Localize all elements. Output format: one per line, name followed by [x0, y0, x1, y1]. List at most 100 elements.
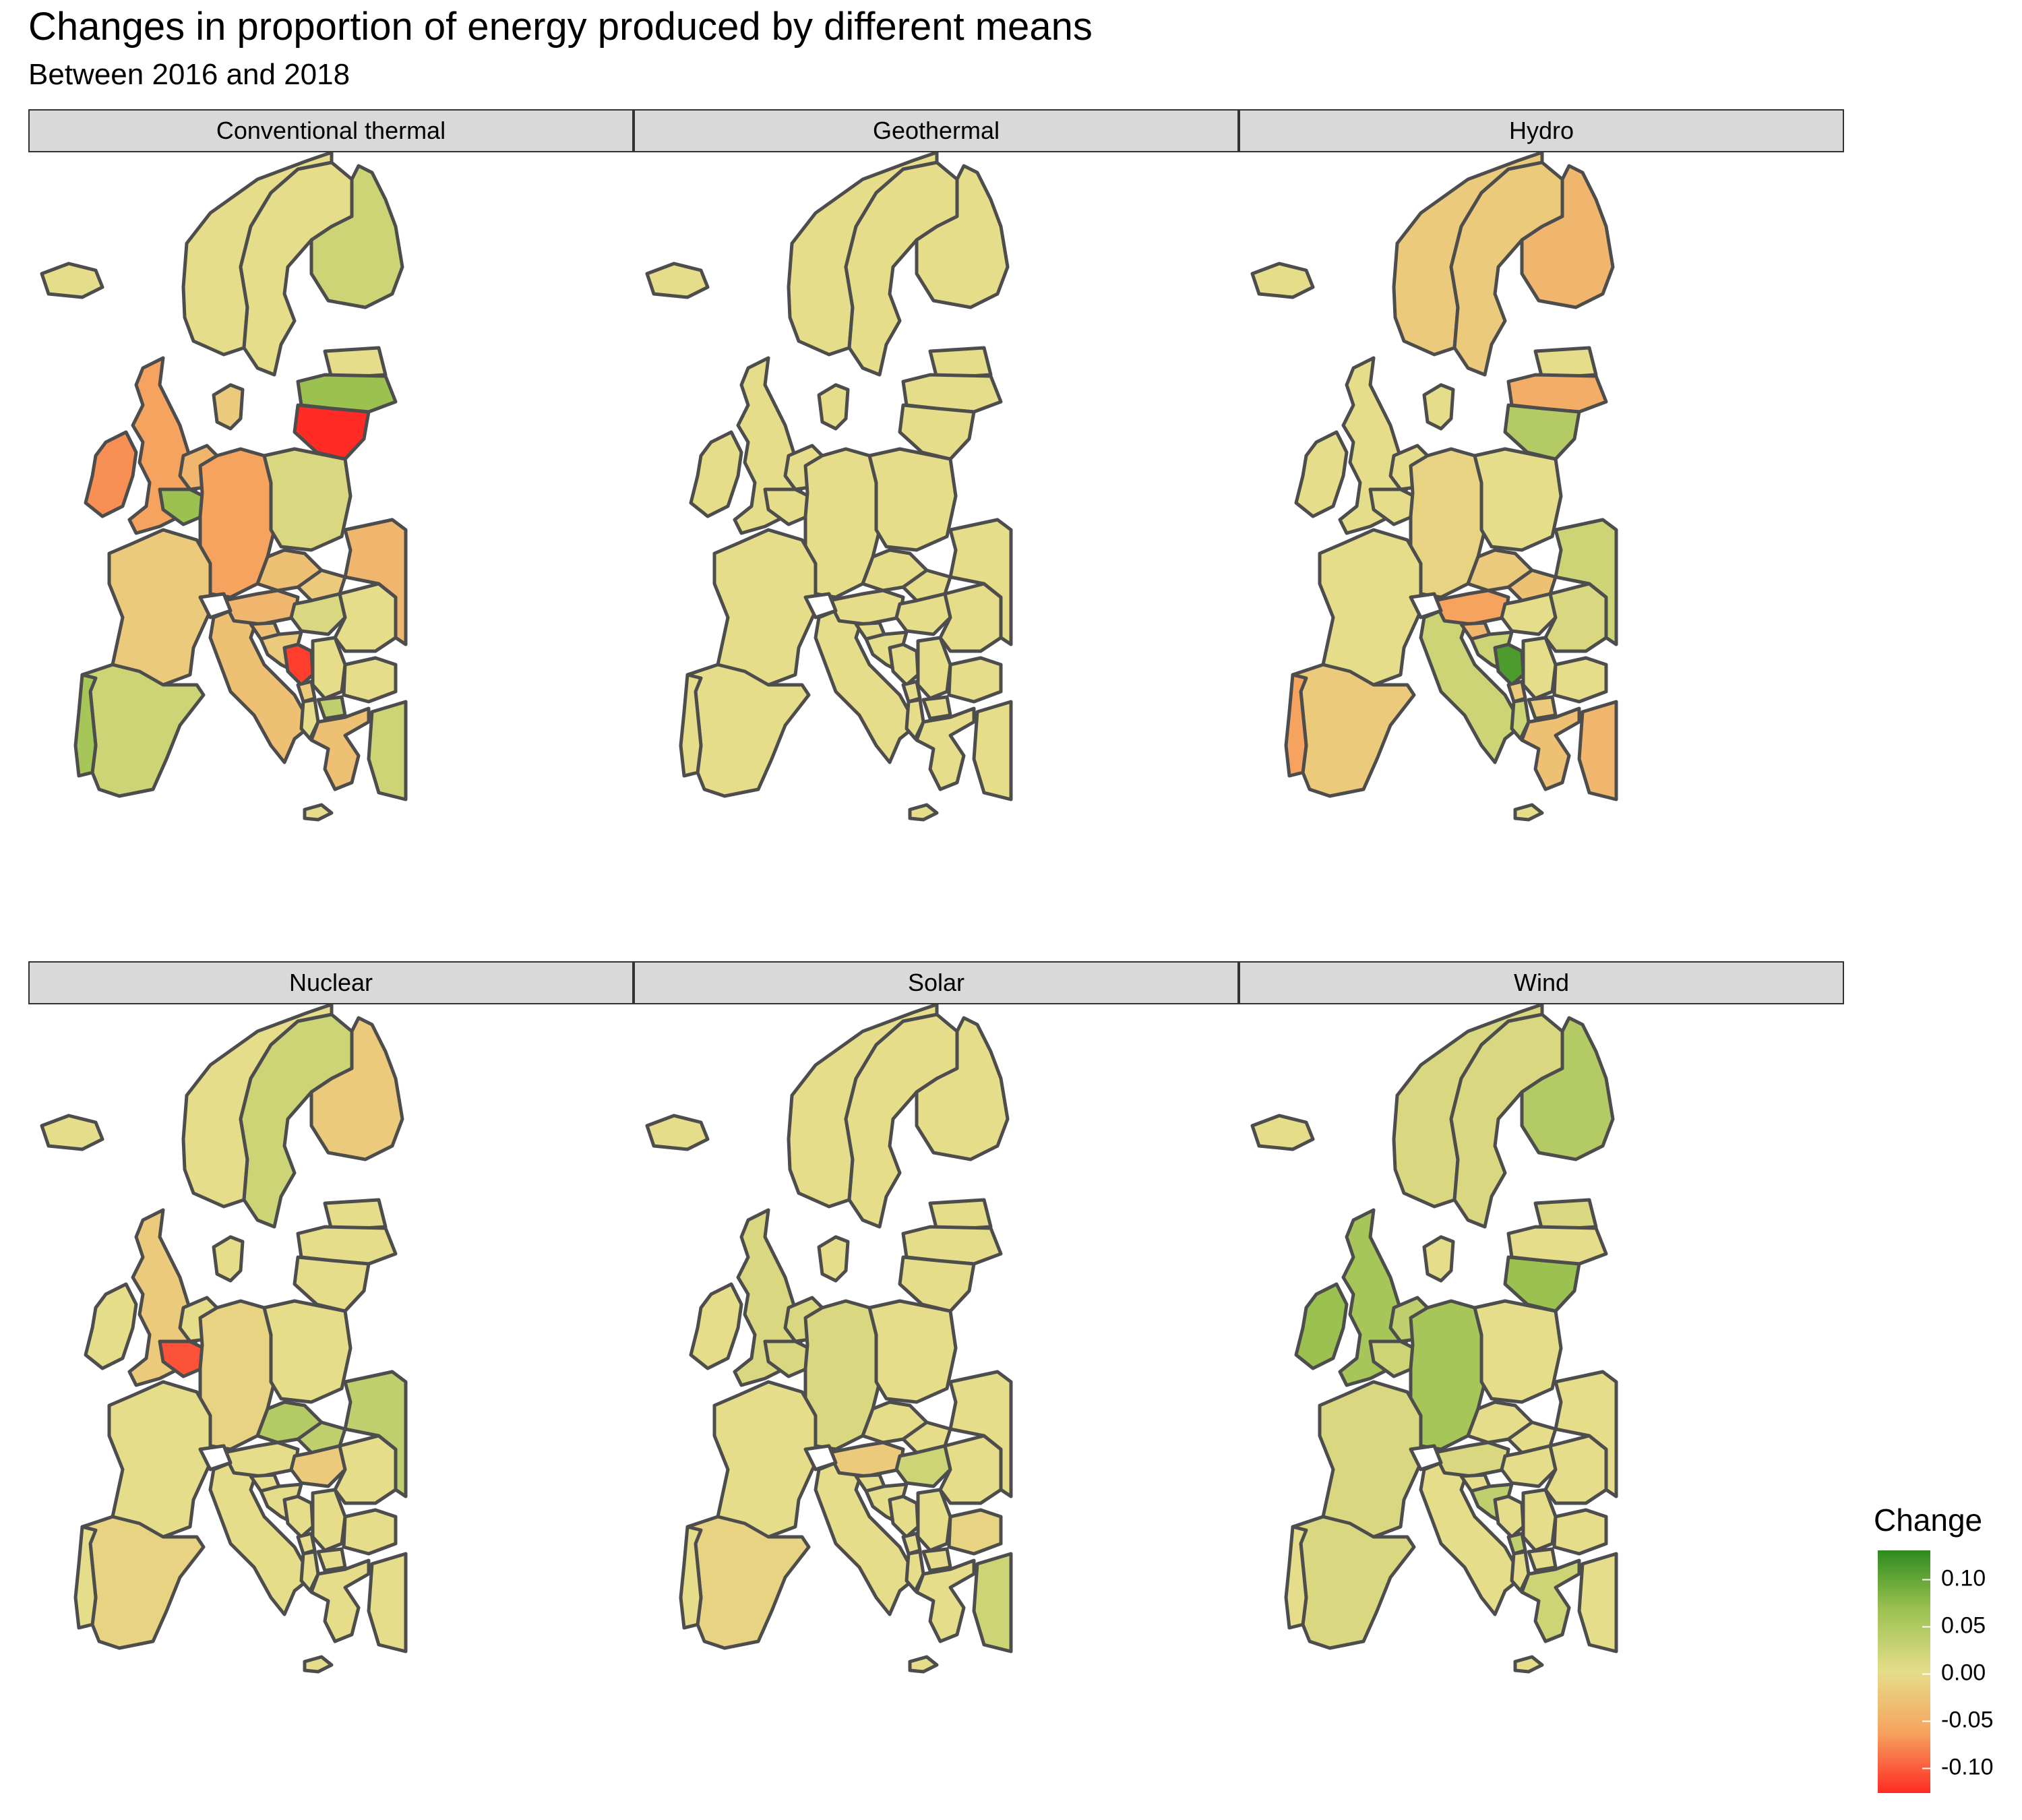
legend-colorbar: [1878, 1550, 1930, 1793]
country-gr: [309, 706, 371, 791]
country-ie: [84, 430, 138, 518]
country-bg: [947, 656, 1003, 704]
legend-tick-label: 0.10: [1922, 1565, 1986, 1591]
country-mk: [921, 1547, 952, 1573]
country-es: [685, 663, 811, 798]
country-sk: [1506, 1420, 1558, 1455]
country-fi: [1520, 1016, 1615, 1161]
country-bg: [1552, 656, 1608, 704]
country-mk: [316, 695, 347, 721]
country-ba: [282, 642, 315, 687]
country-hu: [289, 592, 347, 636]
country-gr: [1520, 1558, 1581, 1643]
country-ba: [888, 1494, 920, 1539]
country-sk: [296, 568, 347, 603]
country-es: [685, 1515, 811, 1650]
country-ie: [84, 1282, 138, 1370]
country-gr: [309, 1558, 371, 1643]
country-ba: [282, 1494, 315, 1539]
country-mk: [1527, 1547, 1558, 1573]
country-es: [1291, 1515, 1416, 1650]
country-es: [80, 1515, 206, 1650]
country-fi: [915, 164, 1010, 309]
country-ro: [938, 582, 1003, 653]
country-pl: [1473, 447, 1563, 552]
country-pl: [867, 1299, 958, 1404]
country-ua: [948, 1370, 1013, 1498]
facet-strip-label: Wind: [1239, 961, 1844, 1004]
country-pt: [73, 673, 98, 778]
country-ua: [343, 1370, 408, 1498]
europe-map: [645, 1004, 1013, 1674]
country-ie: [1294, 430, 1349, 518]
country-ch-no-data: [1409, 592, 1443, 619]
country-pl: [262, 1299, 353, 1404]
country-ro: [938, 1434, 1003, 1505]
country-hu: [289, 1444, 347, 1488]
europe-map: [645, 152, 1013, 822]
country-mk: [316, 1547, 347, 1573]
country-is: [40, 1114, 104, 1151]
country-tr: [367, 700, 408, 801]
color-legend: Change 0.10 0.05 0.00 -0.05 -0.10: [1874, 1502, 1994, 1793]
country-is: [1250, 1114, 1315, 1151]
country-dk: [817, 1235, 850, 1283]
europe-map: [1250, 1004, 1618, 1674]
country-sk: [1506, 568, 1558, 603]
country-tr: [1577, 1552, 1618, 1654]
country-pt: [679, 673, 703, 778]
chart-subtitle: Between 2016 and 2018: [28, 58, 350, 91]
country-fr: [1318, 528, 1423, 687]
country-ba: [888, 642, 920, 687]
country-fr: [712, 528, 818, 687]
country-ie: [689, 430, 743, 518]
country-lt: [293, 1255, 371, 1313]
country-dk: [1422, 383, 1455, 431]
country-fi: [309, 1016, 404, 1161]
country-mk: [921, 695, 952, 721]
facet-strip-label: Hydro: [1239, 109, 1844, 152]
country-dk: [212, 1235, 245, 1283]
europe-map: [40, 152, 408, 822]
country-ua: [948, 518, 1013, 646]
country-cy: [1513, 1655, 1544, 1674]
country-cy: [908, 1655, 939, 1674]
country-pt: [73, 1525, 98, 1630]
country-gr: [1520, 706, 1581, 791]
country-ch-no-data: [803, 592, 838, 619]
facet-strip-label: Conventional thermal: [28, 109, 634, 152]
country-fi: [309, 164, 404, 309]
country-gr: [915, 1558, 976, 1643]
country-ro: [333, 582, 398, 653]
country-dk: [1422, 1235, 1455, 1283]
country-hu: [1500, 1444, 1558, 1488]
country-hu: [894, 592, 952, 636]
country-pl: [1473, 1299, 1563, 1404]
country-ro: [1543, 582, 1608, 653]
country-lt: [1503, 1255, 1581, 1313]
country-lt: [1503, 403, 1581, 461]
chart-title: Changes in proportion of energy produced…: [28, 5, 1093, 49]
country-hu: [1500, 592, 1558, 636]
country-dk: [212, 383, 245, 431]
country-pt: [1284, 673, 1308, 778]
country-es: [80, 663, 206, 798]
europe-map: [1250, 152, 1618, 822]
country-sk: [901, 568, 952, 603]
country-es: [1291, 663, 1416, 798]
country-cy: [303, 803, 334, 822]
country-fi: [1520, 164, 1615, 309]
country-lt: [898, 1255, 976, 1313]
country-tr: [972, 1552, 1013, 1654]
country-dk: [817, 383, 850, 431]
country-ba: [1493, 642, 1525, 687]
legend-tick-label: -0.05: [1922, 1707, 1994, 1733]
country-fr: [1318, 1380, 1423, 1539]
facet-strip-label: Nuclear: [28, 961, 634, 1004]
country-is: [40, 262, 104, 299]
country-ch-no-data: [198, 592, 233, 619]
country-ch-no-data: [803, 1444, 838, 1472]
country-ch-no-data: [1409, 1444, 1443, 1472]
country-bg: [342, 1508, 398, 1556]
legend-tick-label: 0.00: [1922, 1660, 1986, 1686]
